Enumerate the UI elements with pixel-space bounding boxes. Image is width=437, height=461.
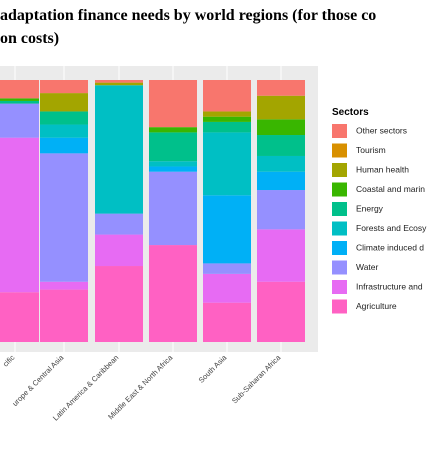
- bar-segment: [0, 100, 39, 104]
- bar-segment: [203, 111, 251, 117]
- bar-segment: [95, 80, 143, 83]
- legend-key: [332, 124, 347, 138]
- bar-segment: [149, 127, 197, 133]
- legend-label: Energy: [356, 203, 384, 213]
- legend-key: [332, 241, 347, 255]
- bar-segment: [40, 137, 88, 154]
- bar-segment: [40, 281, 88, 290]
- bar-segment: [257, 135, 305, 156]
- legend-label: Infrastructure and: [356, 281, 423, 291]
- bar-segment: [203, 121, 251, 133]
- bar-segment: [95, 85, 143, 214]
- legend-key: [332, 260, 347, 275]
- legend-key: [332, 280, 347, 294]
- bar-segment: [40, 153, 88, 282]
- bar-segment: [203, 302, 251, 342]
- x-tick-label: Sub-Saharan Africa: [230, 352, 283, 405]
- bar-segment: [257, 281, 305, 342]
- legend-key: [332, 299, 347, 314]
- bar-segment: [95, 213, 143, 235]
- x-tick-label: urope & Central Asia: [10, 352, 66, 408]
- bar-segment: [40, 93, 88, 112]
- bar-segment: [203, 132, 251, 196]
- legend-key: [332, 163, 347, 177]
- bar-segment: [203, 80, 251, 112]
- chart-title: adaptation finance needs by world region…: [0, 7, 376, 24]
- bar-segment: [149, 161, 197, 167]
- bar-segment: [257, 155, 305, 172]
- legend-label: Water: [356, 262, 379, 272]
- bar-segment: [95, 234, 143, 267]
- x-tick-label: South Asia: [197, 352, 229, 384]
- legend-label: Climate induced d: [356, 242, 424, 252]
- bar-segment: [257, 229, 305, 282]
- legend-key: [332, 182, 347, 197]
- bar-segment: [149, 171, 197, 246]
- bar-segment: [0, 292, 39, 342]
- legend-label: Human health: [356, 164, 409, 174]
- legend-key: [332, 202, 347, 216]
- legend-key: [332, 143, 347, 158]
- x-tick-label: cific: [1, 353, 17, 369]
- legend-label: Tourism: [356, 145, 386, 155]
- bar-segment: [40, 111, 88, 125]
- bar-segment: [149, 80, 197, 128]
- bar-segment: [149, 132, 197, 162]
- bar-segment: [203, 116, 251, 122]
- bar-segment: [257, 119, 305, 136]
- bar-segment: [0, 80, 39, 99]
- chart-title: on costs): [0, 30, 59, 47]
- bar-segment: [203, 195, 251, 264]
- bar-segment: [95, 82, 143, 86]
- bar-segment: [40, 124, 88, 138]
- legend-label: Forests and Ecosy: [356, 223, 427, 233]
- bar-segment: [95, 266, 143, 342]
- legend-label: Coastal and marin: [356, 184, 425, 194]
- legend-label: Agriculture: [356, 301, 397, 311]
- legend-label: Other sectors: [356, 125, 407, 135]
- bar-segment: [257, 95, 305, 120]
- bar-segment: [40, 289, 88, 342]
- bar-segment: [257, 80, 305, 96]
- legend-key: [332, 221, 347, 236]
- bar-segment: [149, 166, 197, 172]
- bar-segment: [0, 98, 39, 101]
- bar-segment: [257, 171, 305, 191]
- legend-title: Sectors: [332, 107, 369, 118]
- bar-segment: [203, 273, 251, 303]
- bar-segment: [0, 103, 39, 138]
- bar-segment: [257, 190, 305, 230]
- bar-segment: [0, 137, 39, 293]
- bar-segment: [149, 245, 197, 342]
- bar-segment: [40, 80, 88, 94]
- bar-segment: [203, 263, 251, 274]
